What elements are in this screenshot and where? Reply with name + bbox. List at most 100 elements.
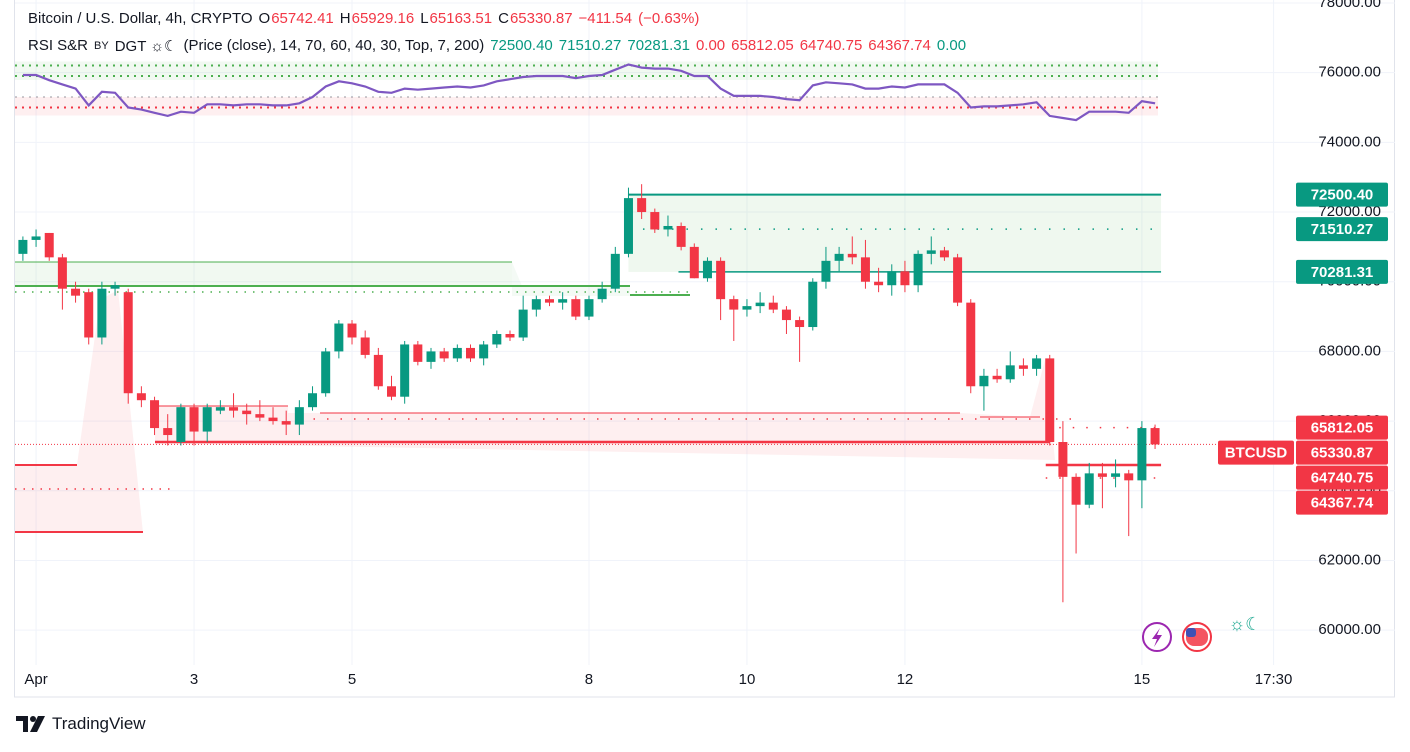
candle-body — [242, 410, 252, 415]
indicator-value: 0.00 — [936, 37, 967, 54]
candle-body — [215, 407, 225, 411]
candle-body — [847, 253, 857, 258]
rsi-overlay — [15, 61, 1158, 122]
candle-body — [637, 198, 647, 213]
candle-body — [913, 253, 923, 286]
candle-body — [558, 299, 568, 303]
x-tick-label: 10 — [739, 671, 756, 688]
candle-body — [979, 375, 989, 387]
candle-body — [1137, 428, 1147, 481]
candle-body — [163, 428, 173, 436]
indicator-header: RSI S&R BY DGT ☼☾ (Price (close), 14, 70… — [28, 37, 972, 55]
price-tag — [1296, 182, 1388, 207]
candle-body — [992, 375, 1002, 380]
y-tick-label: 78000.00 — [1318, 0, 1381, 11]
candle-body — [716, 260, 726, 300]
sr-zones — [15, 193, 1290, 479]
candle-body — [268, 417, 278, 422]
candle-body — [1058, 442, 1068, 477]
logo-part — [30, 716, 45, 732]
candle-body — [123, 292, 133, 394]
change-pct: (−0.63%) — [638, 10, 700, 27]
candle-body — [294, 407, 304, 425]
price-tag — [1296, 415, 1388, 440]
candle-body — [255, 414, 265, 418]
x-tick-label: 17:30 — [1255, 671, 1293, 688]
candle-body — [729, 299, 739, 310]
candle-body — [834, 253, 844, 261]
candle-body — [755, 302, 765, 307]
indicator-value: 64367.74 — [868, 37, 931, 54]
price-tag-label: 71510.27 — [1311, 221, 1374, 238]
price-tag — [1296, 440, 1388, 465]
ohlc-value: 65163.51 — [429, 10, 493, 27]
zone-fill — [512, 262, 630, 296]
y-tick-label: 68000.00 — [1318, 342, 1381, 359]
ohlc-key: O — [258, 10, 271, 27]
price-tag-label: 64367.74 — [1311, 495, 1374, 512]
candle-body — [887, 271, 897, 286]
candle-body — [1045, 358, 1055, 443]
candle-body — [31, 236, 41, 240]
x-tick-label: 5 — [348, 671, 356, 688]
candle-body — [1084, 473, 1094, 505]
candle-body — [387, 386, 397, 397]
candle-body — [321, 351, 331, 394]
price-tags: 72500.40 71510.27 70281.31 65812.05 65330.87… — [1218, 182, 1388, 515]
theme-icon[interactable]: ☼☾ — [1229, 614, 1262, 634]
candle-body — [939, 250, 949, 258]
indicator-value: 70281.31 — [627, 37, 690, 54]
indicator-by: BY — [94, 40, 109, 52]
rsi-upper-band — [15, 61, 1158, 80]
logo-part — [16, 716, 28, 732]
candle-body — [400, 344, 410, 397]
candle-body — [966, 302, 976, 387]
zone-fill — [15, 262, 512, 287]
candle-body — [623, 198, 633, 254]
candle-body — [544, 299, 554, 303]
sr-zones-decor — [15, 261, 1080, 533]
candle-body — [597, 288, 607, 300]
indicator-name: RSI S&R — [28, 37, 89, 54]
candle-body — [110, 285, 120, 289]
candle-body — [1018, 365, 1028, 369]
price-tag-label: 70281.31 — [1311, 264, 1374, 281]
candle-body — [531, 299, 541, 310]
logo-part — [30, 716, 36, 722]
zone-fill — [155, 360, 1055, 460]
y-tick-label: 76000.00 — [1318, 64, 1381, 81]
candle-body — [136, 393, 146, 401]
candle-body — [689, 246, 699, 279]
candle-body — [821, 260, 831, 282]
candle-body — [663, 225, 673, 230]
candle-body — [1111, 473, 1121, 477]
candle-body — [874, 281, 884, 286]
candle-body — [1150, 428, 1160, 445]
candle-body — [808, 281, 818, 328]
change: −411.54 — [578, 10, 633, 27]
indicator-value: 65812.05 — [731, 37, 794, 54]
ohlc-value: 65330.87 — [509, 10, 573, 27]
candle-body — [202, 407, 212, 432]
ohlc-key: H — [339, 10, 351, 27]
candle-body — [360, 337, 370, 355]
candle-body — [334, 323, 344, 352]
indicator-value: 0.00 — [695, 37, 726, 54]
candle-body — [926, 250, 936, 254]
candle-body — [702, 260, 712, 279]
candle-body — [452, 347, 462, 359]
flag-glyph — [1186, 628, 1196, 637]
rsi-line — [22, 63, 1156, 122]
brand-name: TradingView — [52, 714, 146, 733]
footer: TradingView — [16, 713, 146, 735]
candle-body — [571, 299, 581, 317]
candle-body — [84, 292, 94, 338]
symbol-title: Bitcoin / U.S. Dollar, 4h, CRYPTO — [28, 10, 253, 27]
candle-body — [44, 232, 54, 258]
candle-body — [584, 299, 594, 317]
price-tag — [1296, 217, 1388, 242]
candle-body — [1097, 473, 1107, 477]
candle-body — [860, 257, 870, 282]
price-tag — [1296, 465, 1388, 490]
